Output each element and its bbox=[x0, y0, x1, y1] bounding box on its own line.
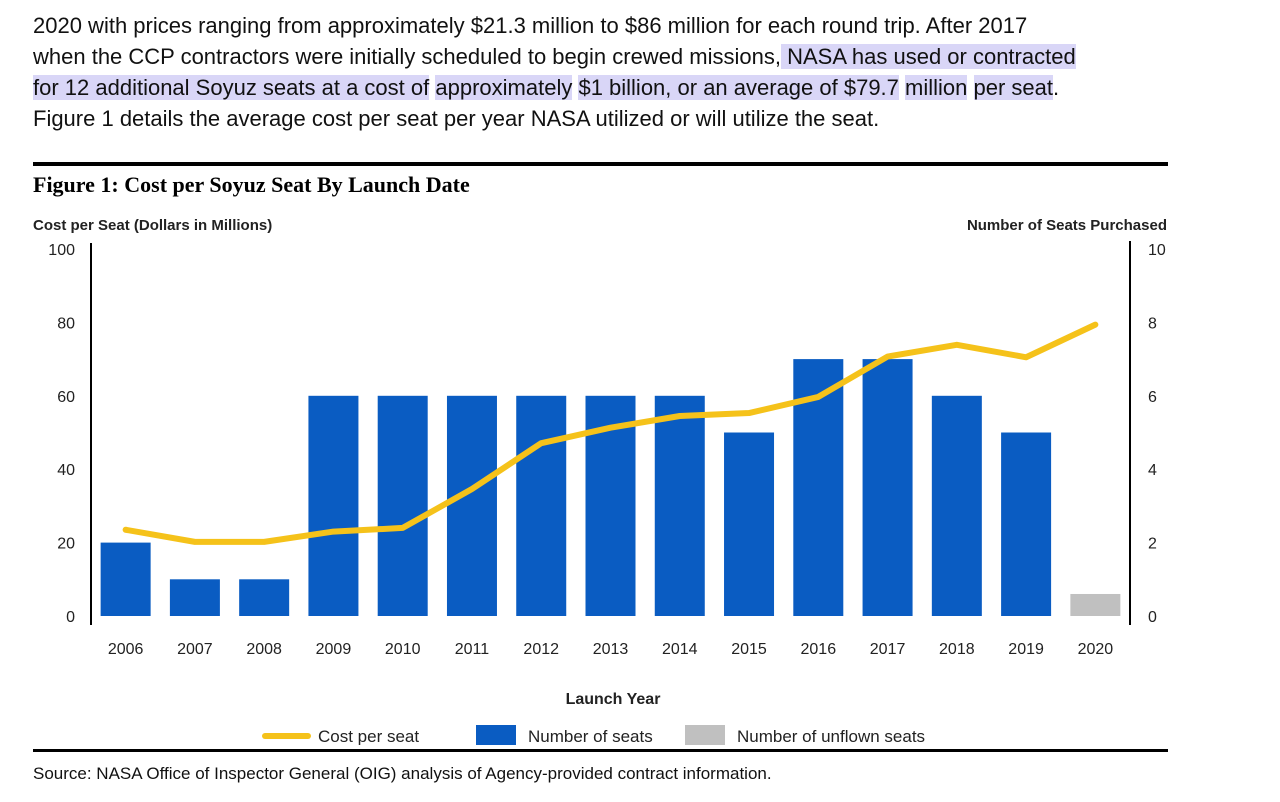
y2-tick-label: 6 bbox=[1148, 389, 1157, 406]
seat-bar bbox=[931, 395, 982, 616]
cost-point bbox=[610, 427, 611, 429]
figure-source: Source: NASA Office of Inspector General… bbox=[33, 764, 772, 783]
y-tick-label: 100 bbox=[48, 242, 75, 259]
y2-tick-label: 0 bbox=[1148, 609, 1157, 626]
figure-title: Figure 1: Cost per Soyuz Seat By Launch … bbox=[33, 172, 470, 197]
highlight-span: for 12 additional Soyuz seats at a cost … bbox=[33, 75, 430, 100]
seat-bar bbox=[308, 395, 359, 616]
soyuz-cost-chart: Cost per Seat (Dollars in Millions) Numb… bbox=[33, 217, 1167, 745]
seat-bar bbox=[169, 579, 220, 616]
y2-axis-title: Number of Seats Purchased bbox=[967, 217, 1167, 234]
seat-bar bbox=[862, 359, 913, 616]
y2-tick-label: 4 bbox=[1148, 462, 1157, 479]
x-tick-label: 2013 bbox=[593, 641, 629, 658]
x-tick-label: 2009 bbox=[316, 641, 352, 658]
seat-bar bbox=[516, 395, 567, 616]
x-tick-label: 2014 bbox=[662, 641, 698, 658]
x-tick-label: 2010 bbox=[385, 641, 421, 658]
y-tick-label: 60 bbox=[57, 389, 75, 406]
y2-tick-label: 8 bbox=[1148, 315, 1157, 332]
cost-point bbox=[471, 488, 473, 490]
y-tick-label: 80 bbox=[57, 315, 75, 332]
seat-bar bbox=[239, 579, 290, 616]
x-tick-label: 2019 bbox=[1008, 641, 1044, 658]
figure-top-rule bbox=[33, 162, 1168, 166]
legend-label-cost: Cost per seat bbox=[318, 727, 419, 745]
cost-point bbox=[679, 415, 681, 417]
cost-point bbox=[263, 541, 265, 543]
x-tick-label: 2016 bbox=[801, 641, 837, 658]
cost-point bbox=[956, 344, 958, 346]
x-tick-label: 2015 bbox=[731, 641, 767, 658]
figure-bottom-rule bbox=[33, 749, 1168, 752]
cost-point bbox=[887, 356, 889, 358]
paragraph-line-2: when the CCP contractors were initially … bbox=[33, 44, 1076, 69]
y-axis-title: Cost per Seat (Dollars in Millions) bbox=[33, 217, 272, 234]
x-tick-label: 2011 bbox=[455, 641, 490, 658]
highlight-span: per seat bbox=[973, 75, 1054, 100]
seat-bar bbox=[100, 542, 151, 616]
legend-unflown-swatch bbox=[685, 725, 725, 745]
highlight-span: million bbox=[905, 75, 968, 100]
y-tick-label: 0 bbox=[66, 609, 75, 626]
x-tick-label: 2020 bbox=[1078, 641, 1114, 658]
y2-tick-label: 2 bbox=[1148, 536, 1157, 553]
seat-bar bbox=[654, 395, 705, 616]
highlight-span: approximately bbox=[435, 75, 573, 100]
x-tick-label: 2008 bbox=[246, 641, 282, 658]
legend-label-unflown: Number of unflown seats bbox=[737, 727, 925, 745]
legend-label-seats: Number of seats bbox=[528, 727, 653, 745]
cost-point bbox=[332, 531, 334, 533]
cost-point bbox=[402, 527, 404, 529]
highlight-span: NASA has used or contracted bbox=[780, 44, 1076, 69]
x-tick-label: 2012 bbox=[523, 641, 559, 658]
cost-point bbox=[748, 412, 750, 414]
legend-bar-swatch bbox=[476, 725, 516, 745]
x-tick-label: 2007 bbox=[177, 641, 213, 658]
paragraph-line-4: Figure 1 details the average cost per se… bbox=[33, 106, 880, 131]
y-tick-label: 20 bbox=[57, 536, 75, 553]
seat-bar bbox=[377, 395, 428, 616]
unflown-seat-bar bbox=[1070, 593, 1121, 616]
seat-bar bbox=[724, 432, 775, 616]
cost-point bbox=[817, 396, 819, 398]
seat-bar bbox=[446, 395, 497, 616]
cost-point bbox=[1025, 356, 1027, 358]
y-tick-label: 40 bbox=[57, 462, 75, 479]
paragraph-line-1: 2020 with prices ranging from approximat… bbox=[33, 13, 1028, 38]
legend: Cost per seat Number of seats Number of … bbox=[262, 725, 925, 745]
x-tick-label: 2018 bbox=[939, 641, 975, 658]
body-paragraph: 2020 with prices ranging from approximat… bbox=[33, 10, 1193, 134]
seat-bar bbox=[1001, 432, 1052, 616]
cost-point bbox=[194, 541, 196, 543]
cost-point bbox=[1094, 324, 1096, 326]
x-axis-title: Launch Year bbox=[566, 691, 661, 708]
paragraph-line-3: for 12 additional Soyuz seats at a cost … bbox=[33, 75, 1060, 100]
x-tick-label: 2006 bbox=[108, 641, 144, 658]
cost-point bbox=[125, 529, 127, 531]
y2-tick-label: 10 bbox=[1148, 242, 1166, 259]
cost-point bbox=[540, 442, 542, 444]
x-tick-label: 2017 bbox=[870, 641, 906, 658]
highlight-span: $1 billion, or an average of $79.7 bbox=[578, 75, 899, 100]
